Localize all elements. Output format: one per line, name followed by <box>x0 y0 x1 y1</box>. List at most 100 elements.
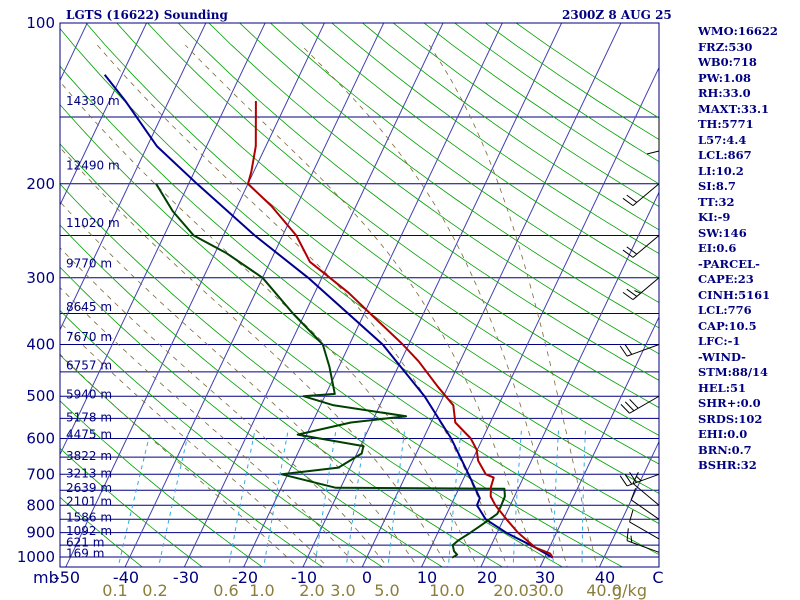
isotherm <box>302 23 563 567</box>
dry-adiabat <box>60 496 143 567</box>
temperature-line <box>247 100 554 559</box>
wind-barb <box>622 183 660 207</box>
pressure-label: 600 <box>26 430 55 448</box>
mixing-ratio-label: 0.6 <box>213 581 238 600</box>
mixing-ratio-line <box>581 430 586 567</box>
mixing-ratio-label: 5.0 <box>374 581 399 600</box>
index-item: WMO:16622 <box>698 24 778 38</box>
mixing-ratio-label: 0.2 <box>142 581 167 600</box>
mixing-ratio-line <box>158 430 190 567</box>
pressure-label: 700 <box>26 465 55 483</box>
wind-barb-staff <box>632 183 660 206</box>
height-label: 2639 m <box>66 481 112 495</box>
wind-barb-staff <box>626 540 660 553</box>
pressure-label: 900 <box>26 524 55 542</box>
moist-adiabat <box>60 81 478 567</box>
index-item: WB0:718 <box>698 55 757 69</box>
dewpoint-line <box>155 183 506 559</box>
wind-barb-staff <box>629 395 660 414</box>
mixing-ratio-line <box>512 430 522 567</box>
index-item: BRN:0.7 <box>698 442 752 457</box>
index-item: -PARCEL- <box>698 256 760 271</box>
mixing-ratio-label: 1.0 <box>249 581 274 600</box>
wind-barb-staff <box>632 277 660 301</box>
index-item: LFC:-1 <box>698 334 741 348</box>
height-label: 11020 m <box>66 216 120 230</box>
dry-adiabat <box>239 23 659 329</box>
index-item: EI:0.6 <box>698 241 737 255</box>
index-item: FRZ:530 <box>698 39 753 54</box>
wind-barb-feather <box>619 345 628 357</box>
pressure-label: 200 <box>26 175 55 193</box>
index-item: PW:1.08 <box>698 70 752 85</box>
observation-time: 2300Z 8 AUG 25 <box>562 8 672 22</box>
isotherm <box>60 23 148 207</box>
height-label: 1586 m <box>66 510 112 524</box>
moist-adiabat <box>60 286 359 567</box>
moist-adiabat <box>300 44 568 567</box>
mixing-ratio-label: 30.0 <box>528 581 564 600</box>
index-item: BSHR:32 <box>698 458 757 472</box>
dry-adiabat <box>146 23 659 409</box>
moist-adiabat <box>60 201 419 567</box>
wind-barb-feather <box>624 401 635 412</box>
wind-barb-staff <box>629 521 660 540</box>
index-item: LCL:867 <box>698 148 752 162</box>
dry-adiabat <box>60 65 659 525</box>
height-label: 6757 m <box>66 359 112 373</box>
height-label: 5940 m <box>66 387 112 401</box>
isotherm <box>420 66 659 567</box>
mixing-ratio-line <box>227 430 256 567</box>
dry-adiabat <box>60 266 444 567</box>
isotherm <box>183 23 444 567</box>
wind-barb <box>646 117 660 155</box>
temperature-tick: 30 <box>535 568 555 587</box>
mixing-ratio-label: 2.0 <box>299 581 324 600</box>
height-label: 3822 m <box>66 449 112 463</box>
height-label: 1092 m <box>66 524 112 538</box>
wind-barb-feather <box>619 475 628 487</box>
wind-barb-feather <box>622 291 634 301</box>
wind-barb <box>620 395 660 414</box>
wind-barb-staff <box>630 499 660 520</box>
mixing-ratio-line <box>345 430 366 567</box>
wind-barb <box>619 343 660 357</box>
wind-barb <box>622 277 660 301</box>
mixing-ratio-label: 10.0 <box>429 581 465 600</box>
wind-barb-staff <box>626 344 660 357</box>
dry-adiabat <box>208 23 659 355</box>
wind-barb-staff <box>632 235 660 258</box>
wind-barb <box>622 235 660 258</box>
pressure-label: 500 <box>26 387 55 405</box>
index-item: SHR+:0.0 <box>698 396 761 410</box>
index-item: LI:10.2 <box>698 163 744 178</box>
index-item: SRDS:102 <box>698 411 763 426</box>
index-item: HEL:51 <box>698 380 746 395</box>
height-label: 9770 m <box>66 256 112 270</box>
wind-barb-feather <box>632 472 639 484</box>
height-label: 4475 m <box>66 428 112 442</box>
height-label: 5178 m <box>66 411 112 425</box>
wind-barb-feather <box>626 246 638 255</box>
index-item: RH:33.0 <box>698 86 751 100</box>
pressure-label: 100 <box>26 14 55 32</box>
isotherm <box>598 440 659 567</box>
mixing-ratio-line <box>117 430 152 567</box>
wind-barb <box>630 488 660 520</box>
height-label: 621 m <box>66 536 104 550</box>
wind-barb <box>632 472 660 506</box>
wind-barb-feather <box>634 290 641 294</box>
pressure-label: 1000 <box>17 548 55 566</box>
moist-adiabat <box>185 44 538 567</box>
wind-barb <box>619 471 660 487</box>
index-item: CAPE:23 <box>698 272 754 286</box>
dry-adiabat <box>116 23 659 436</box>
temperature-tick: -30 <box>173 568 199 587</box>
temperature-tick: 0 <box>362 568 372 587</box>
mixing-ratio-line <box>263 430 289 567</box>
height-labels: 14330 m 12490 m 11020 m 9770 m 8645 m 7670 m 6… <box>66 94 120 560</box>
isotherm <box>480 191 659 567</box>
wind-barb-feather <box>629 509 634 523</box>
dry-adiabat <box>60 224 504 567</box>
index-item: TT:32 <box>698 194 735 209</box>
